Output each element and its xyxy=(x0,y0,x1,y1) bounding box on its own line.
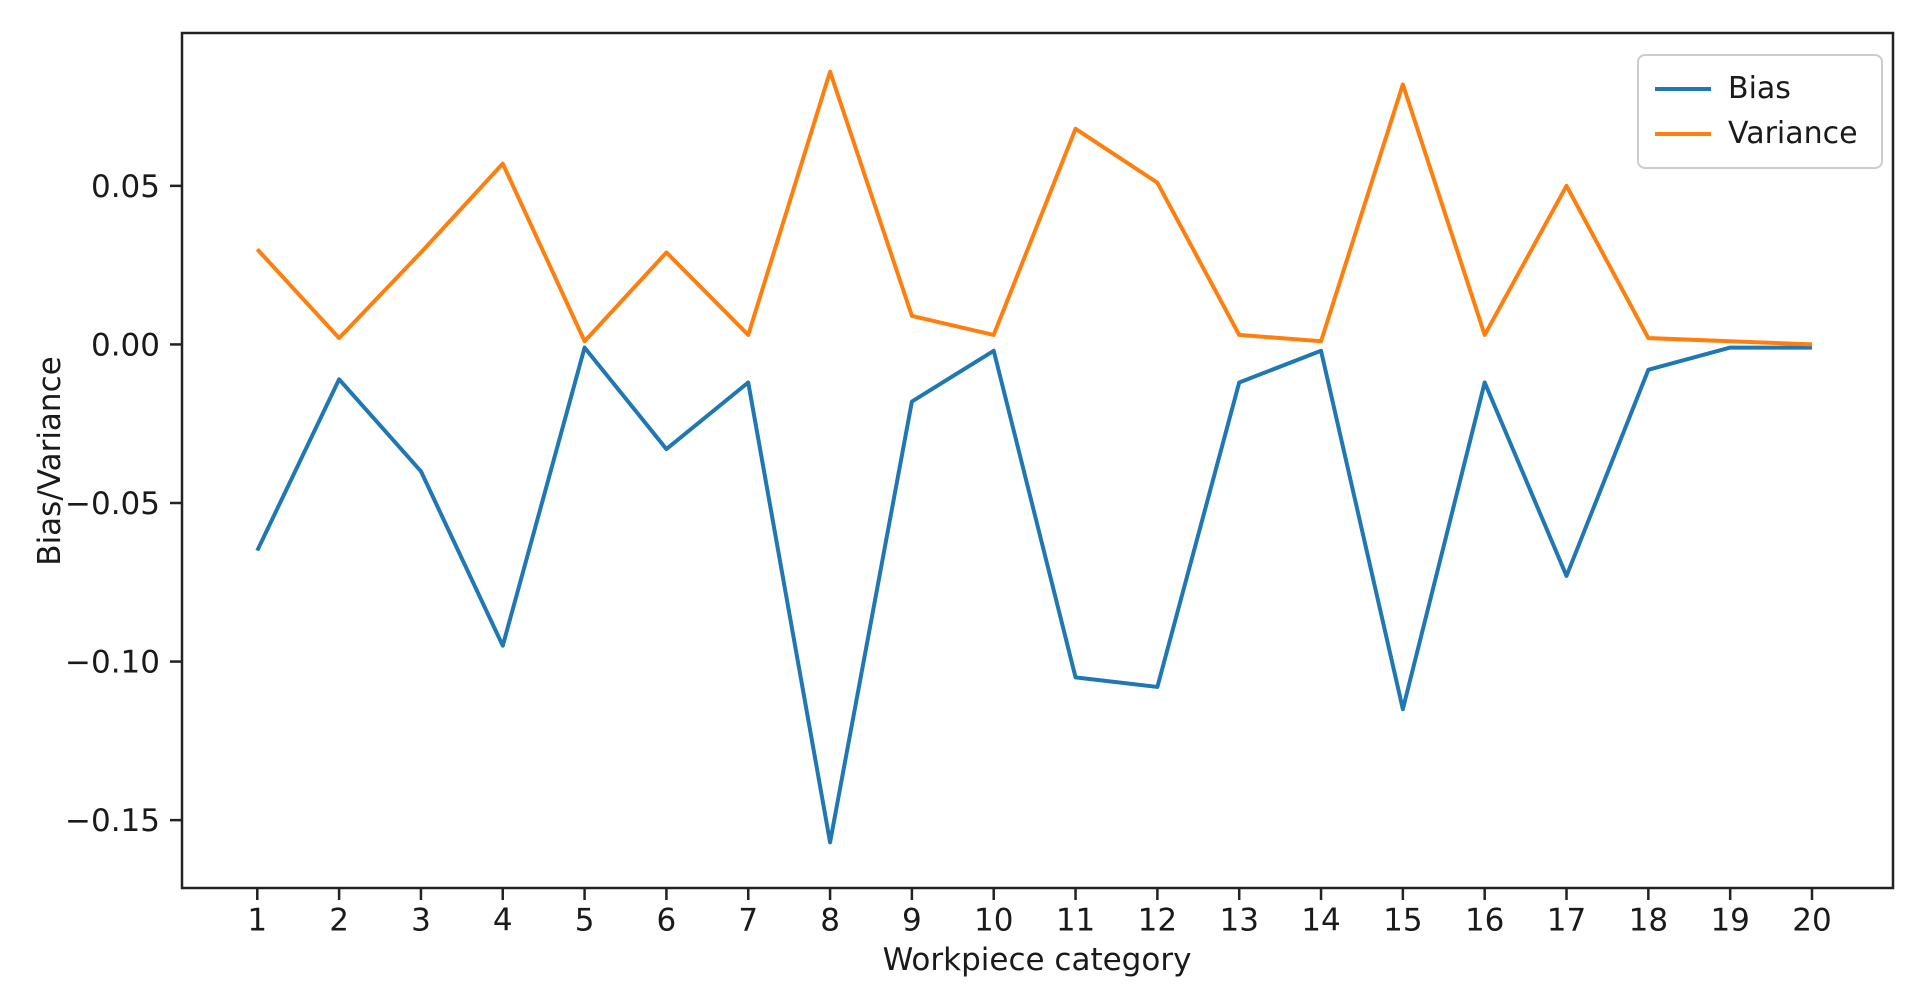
legend-item-variance: Variance xyxy=(1655,119,1865,149)
bias-line-swatch xyxy=(1655,86,1711,91)
y-tick-label: −0.10 xyxy=(65,645,160,681)
x-tick-label: 1 xyxy=(247,902,267,938)
x-tick-label: 3 xyxy=(411,902,431,938)
x-tick-label: 13 xyxy=(1219,902,1258,938)
x-tick-label: 9 xyxy=(902,902,922,938)
x-tick-label: 19 xyxy=(1710,902,1749,938)
x-axis-label: Workpiece category xyxy=(882,942,1192,978)
x-tick-label: 8 xyxy=(820,902,840,938)
bias-line xyxy=(255,345,1812,845)
y-tick-label: 0.05 xyxy=(91,169,160,205)
x-tick-label: 6 xyxy=(657,902,677,938)
y-axis-label: Bias/Variance xyxy=(32,356,68,566)
x-tick-label: 2 xyxy=(329,902,349,938)
variance-line xyxy=(255,69,1813,347)
x-tick-label: 10 xyxy=(974,902,1013,938)
x-tick-label: 11 xyxy=(1056,902,1095,938)
plot-area-border xyxy=(180,31,1895,890)
y-tick-label: −0.05 xyxy=(65,486,160,522)
y-tick-label: 0.00 xyxy=(91,327,160,363)
x-tick-label: 14 xyxy=(1301,902,1340,938)
x-tick-label: 20 xyxy=(1792,902,1831,938)
x-tick-label: 5 xyxy=(575,902,595,938)
variance-line-swatch xyxy=(1655,132,1711,137)
x-tick-label: 12 xyxy=(1138,902,1177,938)
x-tick-label: 15 xyxy=(1383,902,1422,938)
x-tick-label: 7 xyxy=(738,902,758,938)
legend-item-bias: Bias xyxy=(1655,70,1865,106)
x-tick-label: 17 xyxy=(1547,902,1586,938)
x-tick-label: 18 xyxy=(1629,902,1668,938)
x-tick-label: 16 xyxy=(1465,902,1504,938)
x-tick-label: 4 xyxy=(493,902,513,938)
legend-label-bias: Bias xyxy=(1728,70,1791,106)
legend: Bias Variance xyxy=(1637,54,1883,169)
y-tick-label: −0.15 xyxy=(65,803,160,839)
legend-label-variance: Variance xyxy=(1728,116,1858,152)
